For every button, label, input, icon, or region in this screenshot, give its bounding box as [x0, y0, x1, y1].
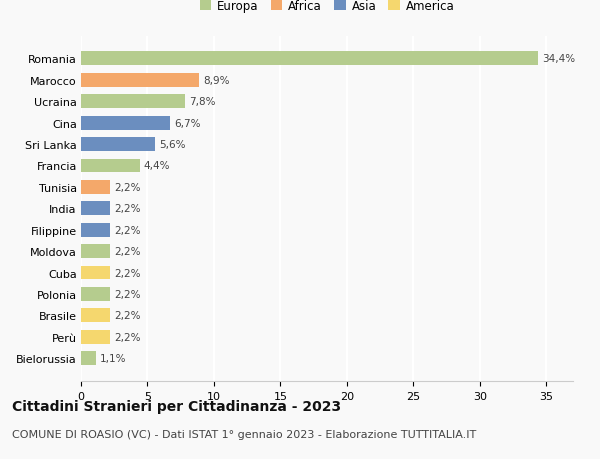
Text: COMUNE DI ROASIO (VC) - Dati ISTAT 1° gennaio 2023 - Elaborazione TUTTITALIA.IT: COMUNE DI ROASIO (VC) - Dati ISTAT 1° ge… — [12, 429, 476, 439]
Bar — [81, 245, 110, 258]
Bar — [81, 52, 538, 66]
Text: 2,2%: 2,2% — [114, 183, 141, 192]
Text: 1,1%: 1,1% — [100, 353, 126, 364]
Text: 2,2%: 2,2% — [114, 289, 141, 299]
Bar — [81, 223, 110, 237]
Bar — [81, 159, 140, 173]
Bar — [81, 74, 199, 88]
Text: 5,6%: 5,6% — [160, 140, 186, 150]
Bar — [81, 287, 110, 301]
Bar — [81, 138, 155, 152]
Bar — [81, 180, 110, 195]
Text: 34,4%: 34,4% — [542, 54, 575, 64]
Text: 6,7%: 6,7% — [174, 118, 200, 129]
Text: 2,2%: 2,2% — [114, 311, 141, 321]
Bar — [81, 95, 185, 109]
Text: 2,2%: 2,2% — [114, 268, 141, 278]
Bar — [81, 202, 110, 216]
Bar — [81, 309, 110, 323]
Text: 2,2%: 2,2% — [114, 225, 141, 235]
Text: Cittadini Stranieri per Cittadinanza - 2023: Cittadini Stranieri per Cittadinanza - 2… — [12, 399, 341, 413]
Bar — [81, 330, 110, 344]
Bar — [81, 117, 170, 130]
Text: 7,8%: 7,8% — [189, 97, 215, 107]
Legend: Europa, Africa, Asia, America: Europa, Africa, Asia, America — [197, 0, 457, 16]
Text: 2,2%: 2,2% — [114, 332, 141, 342]
Text: 2,2%: 2,2% — [114, 204, 141, 214]
Bar — [81, 266, 110, 280]
Bar — [81, 352, 95, 365]
Text: 4,4%: 4,4% — [143, 161, 170, 171]
Text: 2,2%: 2,2% — [114, 246, 141, 257]
Text: 8,9%: 8,9% — [203, 76, 230, 86]
